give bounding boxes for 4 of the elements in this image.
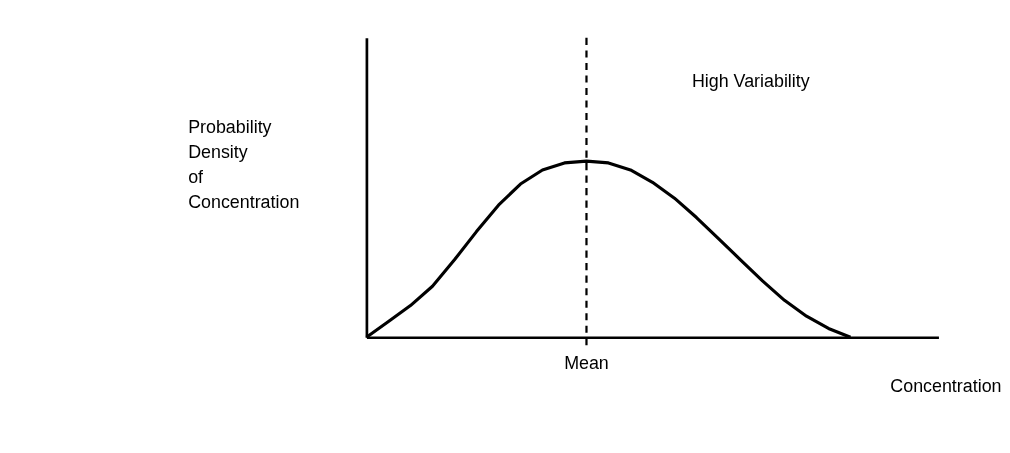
y-axis-title: Probability Density of Concentration xyxy=(188,117,300,213)
text: Mean xyxy=(564,353,609,374)
chart-title: High Variability xyxy=(691,70,810,91)
x-axis-title: Concentration xyxy=(890,376,1002,397)
